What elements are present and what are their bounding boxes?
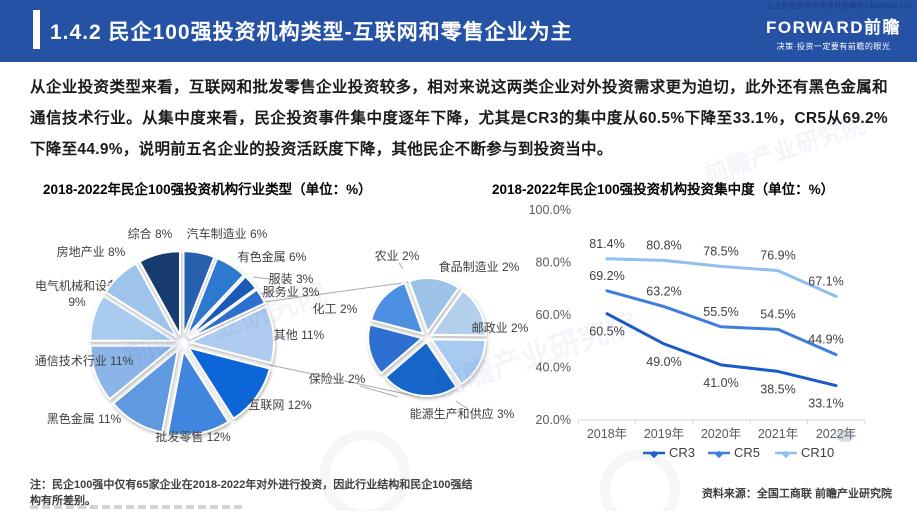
data-label: 78.5% <box>703 244 738 258</box>
forward-logo-text: FORWARD前瞻 <box>765 18 901 37</box>
data-label: 76.9% <box>760 249 795 263</box>
clipped-watermark-strip <box>30 505 245 509</box>
header-mini-watermark: 企业投融资并购需求对接微信13389986113 <box>766 3 912 10</box>
series-line-cr3 <box>605 312 838 388</box>
pie-slice <box>384 340 458 397</box>
pie-slice-label: 批发零售 12% <box>155 429 231 444</box>
page-title: 1.4.2 民企100强投资机构类型-互联网和零售企业为主 <box>50 21 573 44</box>
pie-slice <box>367 323 425 375</box>
pie-slice-label: 电气机械和设备 9% <box>35 278 119 309</box>
data-label: 69.2% <box>589 269 624 283</box>
x-axis-label: 2018年 <box>587 427 627 441</box>
leader-line <box>359 385 399 398</box>
legend-marker: ◆ <box>782 449 790 460</box>
pie-slice-label: 邮政业 2% <box>472 321 529 335</box>
data-label: 60.5% <box>589 325 624 339</box>
pie-slice <box>104 262 178 339</box>
concentration-line-chart: 100.0% 80.0% 60.0% 40.0% 20.0% 2018年 2019年 2020… <box>529 205 866 460</box>
pie-slice-label: 食品制造业 2% <box>439 259 520 274</box>
y-axis-tick-label: 80.0% <box>536 256 571 270</box>
legend-marker: ◆ <box>650 449 658 460</box>
footnote: 注：民企100强中仅有65家企业在2018-2022年对外进行投资，因此行业结构… <box>30 477 473 509</box>
data-label: 81.4% <box>589 237 624 251</box>
data-label: 41.0% <box>703 376 738 390</box>
legend-label: CR10 <box>801 445 834 460</box>
pie-slice-label: 黑色金属 11% <box>47 411 122 426</box>
series-line-cr10 <box>605 257 838 298</box>
pie-slice <box>187 275 258 339</box>
footnote-line-1: 注：民企100强中仅有65家企业在2018-2022年对外进行投资，因此行业结构… <box>30 479 473 491</box>
pie-slice-label: 能源生产和供应 3% <box>410 406 515 421</box>
pie-slice <box>89 344 178 401</box>
data-label: 33.1% <box>808 397 843 411</box>
pie-slice-label: 综合 8% <box>128 226 173 241</box>
watermark-blob <box>836 430 854 442</box>
y-axis-tick-label: 60.0% <box>536 308 571 322</box>
industry-pie-of-pie-chart: 汽车制造业 6% 有色金属 6% 服装 3%服务业 3% 其他 11% 互联网 12% 批… <box>35 226 529 444</box>
pie-slice <box>188 288 267 340</box>
data-label: 49.0% <box>646 355 681 369</box>
legend-label: CR3 <box>669 445 695 460</box>
title-accent-bar <box>33 10 40 49</box>
pie-slice <box>111 347 180 434</box>
y-axis-tick-label: 100.0% <box>529 205 571 217</box>
leader-line <box>269 364 421 398</box>
pie-slice <box>407 277 461 335</box>
left-chart-title: 2018-2022年民企100强投资机构行业类型（单位：%） <box>43 182 372 197</box>
x-axis-label: 2021年 <box>758 427 798 441</box>
pie-slice-label: 汽车制造业 6% <box>187 226 268 241</box>
y-axis-tick-label: 40.0% <box>536 361 571 375</box>
summary-paragraph: 从企业投资类型来看，互联网和批发零售企业投资较多，相对来说这两类企业对外投资需求… <box>30 79 888 158</box>
pie-slice-label: 服务业 3% <box>263 284 320 299</box>
legend-marker: ◆ <box>715 449 723 460</box>
forward-logo: FORWARD前瞻 决策·投资一定要有前瞻的眼光 <box>766 13 901 52</box>
leader-line <box>455 400 469 410</box>
data-label: 44.9% <box>808 333 843 347</box>
legend-label: CR5 <box>734 445 760 460</box>
pie-slice <box>138 250 182 336</box>
data-label: 63.2% <box>646 285 681 299</box>
y-axis-tick-label: 20.0% <box>536 413 571 427</box>
source-attribution: 资料来源：全国工商联 前瞻产业研究院 <box>701 488 892 500</box>
pie-slice <box>429 289 487 337</box>
pie-slice-label: 其他 11% <box>274 328 325 342</box>
header: 企业投融资并购需求对接微信13389986113 1.4.2 民企100强投资机… <box>0 0 917 62</box>
pie-slice <box>89 294 178 342</box>
data-label: 38.5% <box>760 382 795 396</box>
pie-slice-label: 房地产业 8% <box>57 244 126 259</box>
pie-slice <box>182 250 216 336</box>
leader-line <box>398 262 404 270</box>
data-label: 55.5% <box>703 305 738 319</box>
pie-slice-label: 有色金属 6% <box>238 249 307 264</box>
leader-line <box>252 276 271 280</box>
pie-slice <box>166 348 230 436</box>
footnote-line-2: 构有所差别。 <box>30 495 96 507</box>
forward-logo-tagline: 决策·投资一定要有前瞻的眼光 <box>776 42 891 51</box>
pie-slice-label: 保险业 2% <box>309 371 366 386</box>
data-label: 67.1% <box>808 274 843 288</box>
pie-slice-label: 通信技术行业 11% <box>35 354 134 368</box>
data-label: 54.5% <box>760 307 795 321</box>
series-line-cr5 <box>605 289 838 357</box>
pie-slice-label: 化工 2% <box>313 302 358 316</box>
pie-slice <box>369 281 425 336</box>
x-axis-label: 2020年 <box>701 427 741 441</box>
pie-slice <box>429 338 487 386</box>
x-axis-label: 2019年 <box>644 427 684 441</box>
pie-slice <box>187 305 275 365</box>
pie-slice <box>185 256 246 337</box>
right-chart-title: 2018-2022年民企100强投资机构投资集中度（单位：%） <box>492 182 835 197</box>
pie-slice-label: 服装 3% <box>269 272 314 286</box>
pie-slice-label: 农业 2% <box>375 249 420 263</box>
data-label: 80.8% <box>646 238 681 252</box>
x-axis-label: 2022年 <box>816 427 856 441</box>
leader-line <box>263 279 425 303</box>
pie-slice <box>186 346 272 421</box>
pie-slice-label: 互联网 12% <box>248 398 312 412</box>
